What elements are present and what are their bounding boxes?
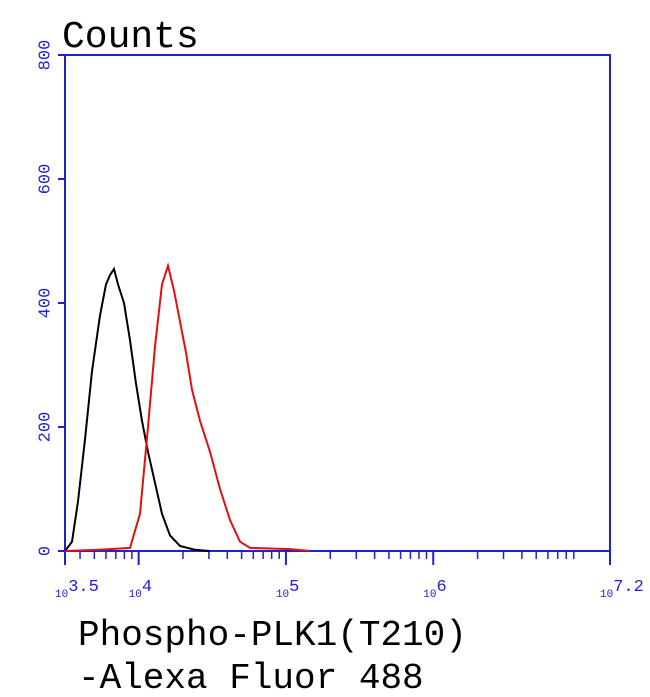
x-tick-base: 10 — [276, 589, 289, 601]
x-tick-label: 106 — [423, 578, 446, 601]
y-tick-label: 400 — [36, 288, 55, 319]
x-tick-exponent: 6 — [436, 578, 446, 597]
x-tick-label: 104 — [129, 578, 152, 601]
x-axis-title: -Alexa Fluor 488 — [78, 658, 424, 697]
x-axis-title: Phospho-PLK1(T210) — [78, 615, 467, 656]
y-tick-label: 0 — [36, 546, 55, 556]
y-tick-label: 600 — [36, 164, 55, 195]
line-series — [64, 266, 211, 552]
y-tick-label: 200 — [36, 412, 55, 443]
x-tick-base: 10 — [55, 589, 68, 601]
x-tick-label: 105 — [276, 578, 299, 601]
plot-frame — [64, 54, 611, 552]
x-tick-exponent: 7.2 — [613, 578, 644, 597]
x-tick-base: 10 — [129, 589, 142, 601]
x-tick-exponent: 3.5 — [68, 578, 99, 597]
x-tick-label: 107.2 — [600, 578, 644, 601]
x-tick-label: 103.5 — [55, 578, 99, 601]
y-tick-label: 800 — [36, 40, 55, 71]
x-tick-base: 10 — [600, 589, 613, 601]
line-series — [64, 262, 311, 552]
y-axis-title: Counts — [62, 16, 199, 59]
x-tick-exponent: 5 — [289, 578, 299, 597]
x-tick-base: 10 — [423, 589, 436, 601]
x-tick-exponent: 4 — [142, 578, 152, 597]
